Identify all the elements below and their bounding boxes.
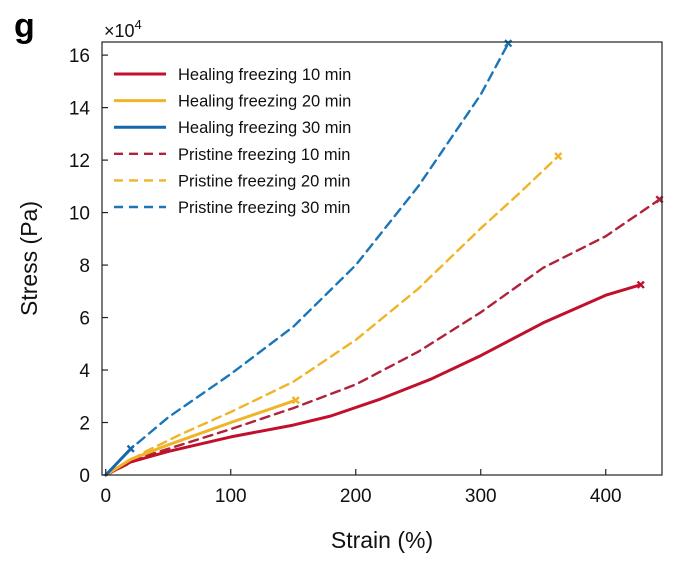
series-end-marker [291,396,300,405]
y-tick-label: 0 [79,466,90,487]
legend-entry: Healing freezing 10 min [114,66,351,84]
series-line [104,398,298,477]
x-tick-label: 300 [465,486,497,507]
x-tick-label: 400 [590,486,622,507]
legend-entry: Pristine freezing 10 min [114,146,350,164]
y-tick-label: 10 [69,204,90,225]
x-tick-label: 100 [215,486,247,507]
y-tick-label: 6 [79,309,90,330]
series-line [104,283,643,477]
plot-area [104,39,664,477]
series-end-marker [504,39,513,48]
y-multiplier-base: ×10 [104,21,135,41]
series-line [104,154,560,477]
series-line [104,447,133,477]
series-end-marker [126,444,135,453]
legend-entry: Pristine freezing 30 min [114,199,350,217]
x-axis-title: Strain (%) [331,527,433,553]
y-tick-label: 14 [69,99,91,120]
y-tick-label: 16 [69,46,90,67]
legend-entry: Healing freezing 30 min [114,119,351,137]
y-axis-multiplier: ×104 [104,17,142,41]
legend-label: Healing freezing 30 min [178,119,351,137]
legend-label: Healing freezing 10 min [178,66,351,84]
series-line [104,198,661,477]
legend-label: Pristine freezing 30 min [178,199,350,217]
series-line [104,42,510,477]
series-end-marker [636,280,645,289]
plot-frame [101,41,663,476]
y-tick-label: 12 [69,151,90,172]
y-multiplier-exponent: 4 [135,17,142,32]
y-tick-label: 4 [79,361,90,382]
y-axis-title: Stress (Pa) [16,201,42,316]
legend-label: Pristine freezing 20 min [178,172,350,190]
legend-label: Pristine freezing 10 min [178,146,350,164]
legend: Healing freezing 10 min Healing freezing … [114,66,351,217]
legend-label: Healing freezing 20 min [178,93,351,111]
y-tick-label: 8 [79,256,90,277]
x-tick-label: 0 [100,486,111,507]
y-tick-label: 2 [79,414,90,435]
panel-label: g [14,7,35,45]
legend-entry: Pristine freezing 20 min [114,172,350,190]
legend-entry: Healing freezing 20 min [114,93,351,111]
series-end-marker [554,152,563,161]
axis-ticks: 0 100 200 300 400 0 2 4 6 8 10 12 14 16 [69,46,622,507]
x-tick-label: 200 [340,486,372,507]
